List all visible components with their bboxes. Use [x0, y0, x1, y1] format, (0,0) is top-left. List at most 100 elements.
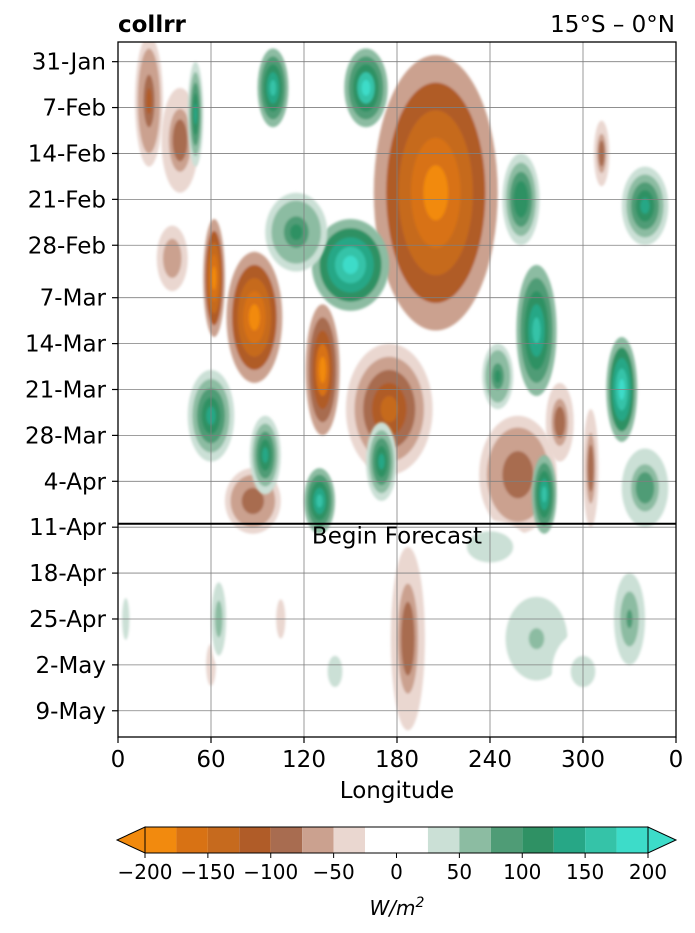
anomaly-contour	[262, 447, 269, 463]
anomaly-blob	[583, 409, 599, 528]
colorbar-tick-label: 50	[447, 860, 472, 884]
anomaly-contour	[361, 80, 371, 96]
anomaly-blob	[156, 225, 188, 292]
anomaly-contour	[331, 663, 339, 680]
y-tick-label: 28-Feb	[28, 233, 106, 259]
y-tick-label: 31-Jan	[32, 50, 106, 76]
anomaly-contour	[404, 620, 412, 658]
colorbar-segment	[427, 827, 460, 853]
anomaly-blob	[344, 48, 388, 128]
anomaly-contour	[528, 628, 545, 650]
x-axis: 0 60 120 180 240 300 0	[111, 737, 683, 773]
anomaly-contour	[494, 369, 501, 383]
anomaly-blob	[390, 546, 425, 731]
colorbar-tick-label: −50	[313, 860, 355, 884]
anomaly-blob	[161, 87, 199, 193]
anomaly-blob	[311, 219, 390, 311]
colorbar-tick-label: −200	[118, 860, 173, 884]
anomaly-blob	[187, 61, 204, 167]
x-tick-label: 180	[375, 747, 419, 773]
anomaly-field	[118, 42, 676, 737]
anomaly-contour	[319, 356, 327, 383]
anomaly-blob	[366, 422, 397, 501]
colorbar-tick-label: 100	[503, 860, 541, 884]
anomaly-blob	[531, 455, 557, 534]
y-axis: 31-Jan 7-Feb 14-Feb 21-Feb 28-Feb 7-Mar 14-Mar…	[25, 50, 118, 725]
colorbar-tick-label: −150	[180, 860, 235, 884]
colorbar-segment	[522, 827, 554, 853]
y-tick-label: 18-Apr	[29, 561, 106, 587]
y-tick-label: 14-Feb	[28, 141, 106, 167]
colorbar-segment	[207, 827, 240, 853]
y-tick-label: 7-Feb	[42, 96, 106, 122]
chart-title-right: 15°S – 0°N	[550, 12, 675, 38]
y-tick-label: 2-May	[36, 653, 106, 679]
colorbar-extend-low	[115, 826, 146, 854]
anomaly-contour	[640, 479, 650, 496]
colorbar-segment	[553, 827, 586, 853]
anomaly-blob	[316, 632, 354, 711]
y-tick-label: 25-Apr	[29, 607, 106, 633]
forecast-annotation: Begin Forecast	[312, 524, 482, 550]
colorbar-segment	[176, 827, 208, 853]
anomaly-contour	[193, 103, 198, 125]
anomaly-contour	[146, 87, 152, 115]
colorbar-segment	[365, 827, 428, 853]
anomaly-blob	[621, 166, 669, 246]
y-tick-label: 4-Apr	[44, 469, 107, 495]
colorbar-segment	[239, 827, 271, 853]
anomaly-contour	[316, 494, 323, 508]
colorbar-tick-label: 150	[566, 860, 604, 884]
y-tick-label: 7-Mar	[40, 286, 107, 312]
colorbar-segment	[145, 827, 177, 853]
anomaly-blob	[304, 468, 335, 534]
anomaly-contour	[269, 80, 277, 96]
anomaly-blob	[265, 192, 328, 272]
y-tick-label: 11-Apr	[29, 515, 106, 541]
anomaly-contour	[380, 396, 398, 423]
x-tick-label: 300	[561, 747, 605, 773]
grid-lines	[117, 42, 677, 737]
anomaly-contour	[342, 255, 359, 275]
y-tick-label: 21-Mar	[25, 378, 107, 404]
colorbar-tick-label: 200	[629, 860, 667, 884]
colorbar: −200 −150 −100 −50 0 50 100 150 200	[115, 826, 678, 884]
anomaly-contour	[510, 462, 526, 487]
colorbar-unit-label: W/m2	[370, 895, 425, 920]
anomaly-contour	[378, 453, 385, 470]
x-tick-label: 0	[111, 747, 126, 773]
colorbar-segment	[616, 827, 648, 853]
x-tick-label: 60	[196, 747, 225, 773]
colorbar-segment	[302, 827, 334, 853]
anomaly-blob	[305, 304, 340, 436]
anomaly-contour	[169, 251, 176, 265]
y-tick-label: 28-Mar	[25, 423, 107, 449]
colorbar-extend-high	[647, 826, 678, 854]
colorbar-segment	[459, 827, 491, 853]
anomaly-blob	[249, 415, 281, 495]
anomaly-contour	[541, 486, 547, 503]
anomaly-blob	[203, 219, 225, 338]
y-tick-label: 9-May	[36, 699, 106, 725]
anomaly-contour	[248, 304, 260, 331]
colorbar-segment	[270, 827, 303, 853]
chart-title-left: collrr	[118, 12, 187, 38]
colorbar-tick-label: −100	[243, 860, 298, 884]
y-tick-label: 14-Mar	[25, 332, 107, 358]
anomaly-contour	[211, 266, 217, 290]
anomaly-blob	[621, 448, 669, 528]
anomaly-blob	[135, 42, 163, 167]
colorbar-segment	[585, 827, 617, 853]
anomaly-blob	[226, 251, 283, 383]
x-tick-label: 240	[468, 747, 512, 773]
anomaly-contour	[640, 198, 650, 214]
colorbar-tick-label: 0	[390, 860, 403, 884]
anomaly-blob	[257, 48, 289, 128]
colorbar-segment	[490, 827, 523, 853]
anomaly-blob	[482, 343, 514, 410]
colorbar-segment	[333, 827, 366, 853]
x-tick-label: 120	[282, 747, 326, 773]
anomaly-blob	[545, 382, 574, 462]
y-tick-label: 21-Feb	[28, 187, 106, 213]
